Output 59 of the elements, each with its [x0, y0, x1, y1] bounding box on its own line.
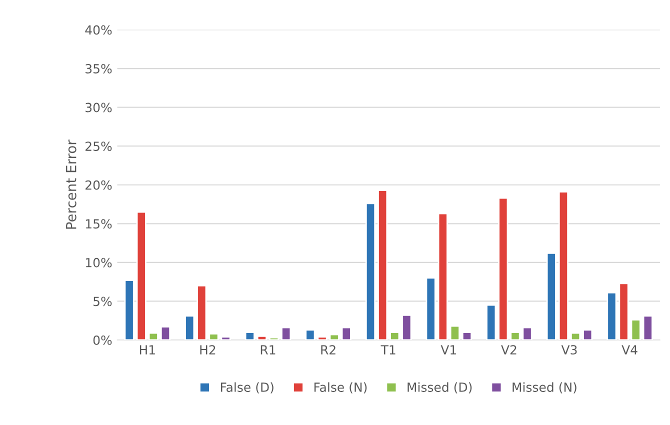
bar	[546, 252, 556, 340]
legend-label: Missed (N)	[512, 382, 576, 394]
legend-label: False (D)	[220, 382, 274, 394]
y-tick-label: 30%	[86, 102, 112, 112]
bar	[390, 332, 400, 340]
bar	[630, 319, 641, 340]
bar	[317, 336, 328, 340]
bar	[510, 332, 520, 340]
y-tick-label: 40%	[85, 25, 112, 35]
y-tick-label: 20%	[86, 180, 112, 190]
bar	[184, 315, 195, 340]
bar	[341, 326, 352, 340]
bar	[220, 336, 231, 340]
x-tick-label: R2	[321, 345, 336, 354]
bar	[618, 282, 629, 340]
bar	[462, 332, 472, 340]
bar	[208, 333, 219, 340]
x-tick-label: H1	[140, 345, 155, 354]
y-axis-title: Percent Error	[66, 140, 76, 229]
bar	[281, 326, 292, 340]
bar	[196, 285, 207, 340]
bar	[268, 336, 280, 340]
bar	[329, 334, 340, 340]
x-tick-label: T1	[380, 345, 396, 354]
x-tick-label: R1	[260, 345, 276, 354]
bar	[402, 314, 412, 340]
y-tick-label: 0%	[93, 335, 112, 345]
y-tick-label: 10%	[86, 258, 112, 268]
bar	[498, 197, 508, 340]
y-tick-label: 15%	[86, 219, 112, 229]
bar	[365, 202, 376, 340]
bar	[582, 329, 593, 340]
bar	[450, 325, 460, 340]
bar	[522, 326, 532, 340]
bar	[378, 190, 388, 340]
bar	[486, 304, 496, 340]
bar	[558, 191, 569, 340]
y-tick-label: 25%	[86, 142, 112, 152]
x-tick-label: V4	[622, 345, 638, 354]
legend-label: False (N)	[314, 382, 367, 394]
y-tick-label: 35%	[86, 64, 112, 74]
bar	[124, 280, 134, 340]
y-tick-label: 5%	[94, 296, 112, 306]
x-tick-label: V1	[440, 345, 456, 354]
bar	[305, 329, 316, 340]
x-tick-label: V3	[561, 345, 577, 355]
bar	[642, 315, 653, 340]
bar	[148, 332, 158, 340]
x-tick-label: V2	[501, 345, 516, 354]
bar	[136, 211, 146, 340]
bar	[256, 335, 268, 340]
bar	[244, 332, 255, 340]
bar	[570, 332, 581, 340]
bar	[606, 292, 617, 340]
bar	[426, 277, 436, 340]
bar	[438, 212, 448, 340]
legend-label: Missed (D)	[408, 382, 472, 394]
bar	[160, 326, 171, 340]
x-tick-label: H2	[200, 345, 216, 354]
